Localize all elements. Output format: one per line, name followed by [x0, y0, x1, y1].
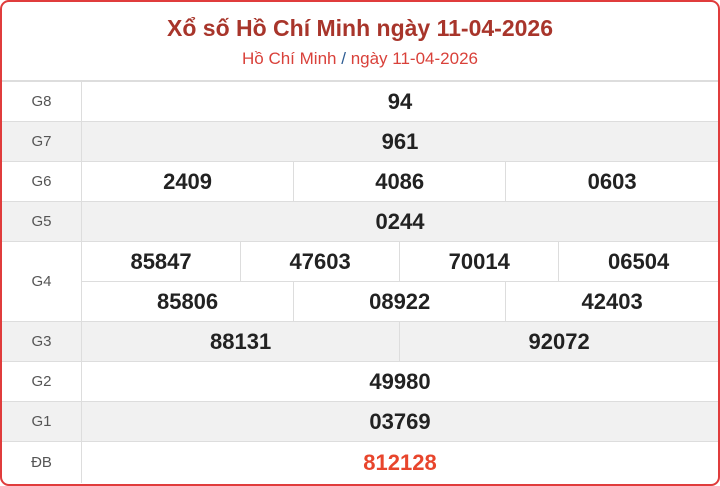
prize-label: G2: [2, 361, 82, 402]
prize-number: 0244: [81, 201, 718, 242]
prize-label: G4: [2, 241, 82, 322]
prize-number: 4086: [293, 161, 507, 202]
prize-label: G7: [2, 121, 82, 162]
prize-label: G6: [2, 161, 82, 202]
breadcrumb: Hồ Chí Minh / ngày 11-04-2026: [2, 48, 718, 70]
prize-label: G5: [2, 201, 82, 242]
prize-label: G3: [2, 321, 82, 362]
prize-number: 92072: [399, 321, 718, 362]
prize-label: G8: [2, 81, 82, 122]
row-g2: G2 49980: [2, 361, 718, 402]
prize-number: 85806: [80, 281, 295, 322]
prize-number: 94: [81, 81, 718, 122]
prize-number: 47603: [240, 241, 401, 282]
row-g5: G5 0244: [2, 201, 718, 242]
prize-number: 08922: [293, 281, 507, 322]
row-g3: G3 88131 92072: [2, 321, 718, 362]
row-g1: G1 03769: [2, 401, 718, 442]
special-prize-number: 812128: [81, 441, 718, 483]
prize-number: 85847: [80, 241, 242, 282]
row-g6: G6 2409 4086 0603: [2, 161, 718, 202]
prize-number: 42403: [505, 281, 718, 322]
row-g8: G8 94: [2, 81, 718, 122]
prize-number: 2409: [80, 161, 295, 202]
prize-label: G1: [2, 401, 82, 442]
row-g7: G7 961: [2, 121, 718, 162]
prize-number: 70014: [399, 241, 560, 282]
prize-number: 06504: [558, 241, 718, 282]
header: Xổ số Hồ Chí Minh ngày 11-04-2026 Hồ Chí…: [2, 2, 718, 81]
prize-label: ĐB: [2, 441, 82, 483]
prize-number: 88131: [80, 321, 401, 362]
row-special: ĐB 812128: [2, 441, 718, 483]
row-g4b: 85806 08922 42403: [2, 281, 718, 322]
results-table: G8 94 G7 961 G6 2409 4086 0603 G5 0244 G…: [2, 81, 718, 483]
breadcrumb-province[interactable]: Hồ Chí Minh: [242, 49, 337, 68]
breadcrumb-date[interactable]: ngày 11-04-2026: [350, 49, 478, 68]
prize-number: 03769: [81, 401, 718, 442]
prize-number: 0603: [505, 161, 718, 202]
breadcrumb-separator: /: [341, 49, 346, 68]
prize-number: 961: [81, 121, 718, 162]
prize-number: 49980: [81, 361, 718, 402]
page-title: Xổ số Hồ Chí Minh ngày 11-04-2026: [167, 15, 553, 41]
row-g4: G4 85847 47603 70014 06504: [2, 241, 718, 322]
